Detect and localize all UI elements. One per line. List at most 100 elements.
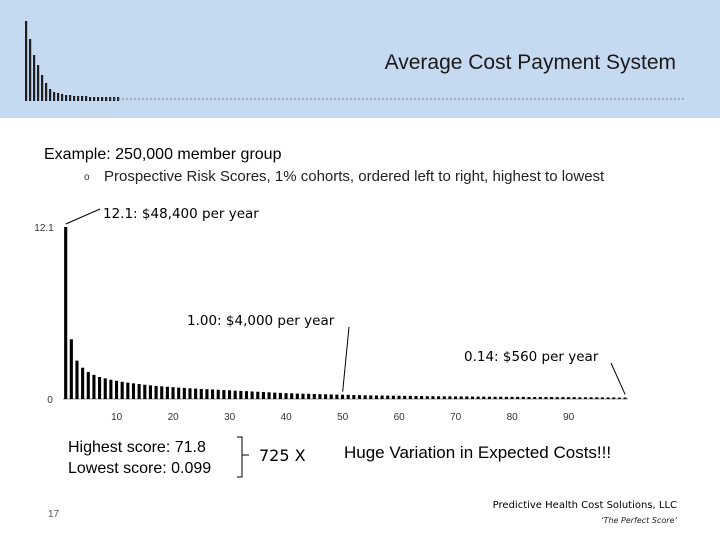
risk-score-bar [301, 393, 305, 399]
risk-score-bar [154, 385, 158, 399]
header-bar-mark [57, 93, 60, 101]
risk-score-bar [589, 397, 593, 399]
risk-score-bar [583, 397, 588, 399]
risk-score-bar [92, 374, 96, 399]
header-background [0, 0, 720, 118]
risk-score-bar [374, 395, 378, 399]
risk-score-bar [171, 387, 175, 399]
risk-score-bar [561, 397, 565, 399]
header-bar-mark [29, 39, 32, 101]
risk-score-bar [126, 382, 130, 399]
risk-score-bar [284, 393, 288, 399]
x-tick-label: 30 [224, 412, 236, 423]
risk-score-bar [165, 386, 169, 399]
risk-score-bar [448, 396, 452, 399]
risk-score-bar [244, 391, 249, 399]
risk-score-bar [131, 383, 136, 399]
x-tick-label: 50 [337, 412, 349, 423]
risk-score-bar [425, 396, 429, 399]
risk-score-bar [369, 395, 373, 399]
page-number: 17 [48, 509, 60, 520]
company-name: Predictive Health Cost Solutions, LLC [492, 500, 677, 511]
risk-score-bar [103, 378, 107, 399]
risk-score-bar [414, 396, 418, 399]
header-bar-mark [81, 96, 84, 101]
risk-score-bar [64, 227, 68, 399]
header-bar-mark [77, 96, 80, 101]
x-tick-label: 10 [111, 412, 123, 423]
risk-score-bar [403, 395, 407, 399]
risk-score-bar [148, 385, 152, 399]
risk-score-bar [465, 396, 469, 399]
risk-score-bar [470, 396, 475, 399]
risk-score-bar [357, 395, 362, 399]
header-decoration [0, 0, 720, 118]
risk-score-bar [324, 394, 328, 399]
risk-score-bar [199, 388, 203, 399]
risk-score-bar [205, 389, 209, 399]
risk-score-bar [397, 395, 401, 399]
risk-score-bar [538, 397, 542, 399]
bullet-text: Prospective Risk Scores, 1% cohorts, ord… [104, 168, 605, 185]
header-bar-mark [25, 21, 28, 101]
risk-score-bar [612, 397, 616, 399]
header-bar-mark [37, 65, 40, 101]
risk-score-bar [75, 360, 79, 399]
risk-score-bar [386, 395, 390, 399]
y-tick-label: 0 [47, 395, 53, 406]
risk-score-bar [346, 394, 350, 399]
x-tick-label: 40 [281, 412, 293, 423]
header-bar-mark [49, 89, 52, 101]
risk-score-bar [137, 384, 141, 399]
risk-score-bar [623, 397, 627, 399]
slide-title: Average Cost Payment System [384, 51, 676, 74]
score-range: Highest score: 71.8 Lowest score: 0.099 [68, 437, 211, 479]
risk-score-bar [307, 393, 311, 399]
ratio-text: 725 X [259, 446, 306, 465]
risk-score-bar [504, 396, 508, 399]
risk-score-bar [578, 397, 582, 399]
header-bar-mark [105, 97, 108, 101]
slide-heading: Example: 250,000 member group [44, 146, 282, 163]
highest-score-text: Highest score: 71.8 [68, 439, 206, 456]
lowest-score-text: Lowest score: 0.099 [68, 460, 212, 477]
header-bar-mark [101, 97, 104, 101]
annotation-leader-line [610, 362, 626, 395]
risk-score-bar [335, 394, 339, 399]
x-tick-label: 90 [563, 412, 575, 423]
chart-annotations: 12.1: $48,400 per year 1.00: $4,000 per y… [65, 206, 626, 395]
risk-score-bar [98, 376, 102, 399]
variation-callout: Huge Variation in Expected Costs!!! [344, 443, 612, 462]
risk-score-bar [250, 391, 254, 399]
y-tick-label: 12.1 [34, 223, 54, 234]
risk-score-bar [194, 388, 198, 399]
annotation-leader-line [65, 208, 101, 225]
risk-score-bar [120, 381, 124, 399]
risk-score-bar [267, 392, 271, 399]
risk-score-bar [566, 397, 571, 399]
risk-score-bar [606, 397, 610, 399]
risk-score-bar [239, 390, 243, 399]
risk-score-bar [420, 396, 424, 399]
risk-score-bar [476, 396, 480, 399]
risk-score-bar [431, 396, 435, 399]
risk-score-bar [69, 339, 73, 399]
risk-score-bar [227, 390, 232, 399]
annotation-leader-line [342, 326, 350, 392]
risk-score-bar [600, 397, 604, 399]
risk-score-bar [143, 384, 147, 399]
bullet-marker: o [84, 172, 90, 183]
header-bar-mark [97, 97, 100, 101]
risk-score-bar [499, 396, 503, 399]
risk-score-bar [555, 397, 559, 399]
risk-score-bar [521, 396, 525, 399]
x-tick-label: 80 [507, 412, 519, 423]
risk-score-bar [487, 396, 491, 399]
header-bar-mark [65, 95, 68, 101]
risk-score-bar [114, 380, 119, 399]
header-bar-mark [61, 94, 64, 101]
company-tagline: ‘The Perfect Score’ [601, 516, 677, 525]
x-tick-label: 60 [394, 412, 406, 423]
risk-score-bar [459, 396, 463, 399]
risk-score-bar [233, 390, 237, 399]
